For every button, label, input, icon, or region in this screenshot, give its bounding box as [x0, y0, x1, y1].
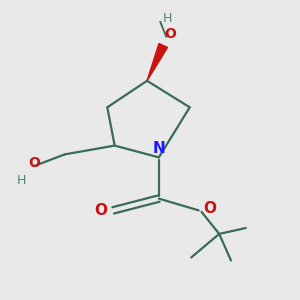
Text: O: O — [203, 201, 216, 216]
Text: H: H — [17, 174, 27, 188]
Text: N: N — [152, 141, 165, 156]
Text: O: O — [28, 156, 40, 170]
Text: H: H — [163, 13, 172, 26]
Polygon shape — [147, 44, 167, 81]
Text: O: O — [94, 203, 107, 218]
Text: O: O — [165, 27, 177, 41]
